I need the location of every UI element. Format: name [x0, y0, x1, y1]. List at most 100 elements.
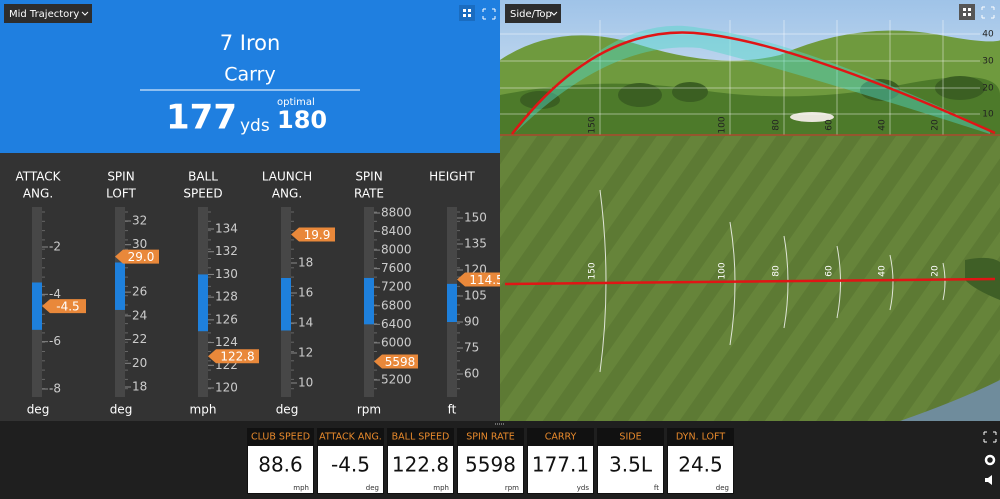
value-label: 29.0	[128, 250, 155, 264]
tick-label: 7600	[381, 261, 412, 275]
carry-value: 177	[166, 98, 237, 138]
stat-label: SPIN RATE	[466, 432, 514, 443]
tick-label: 134	[215, 222, 238, 236]
tick-label: 150	[464, 211, 487, 225]
gauge-label: ANG.	[272, 187, 302, 201]
stat-value: -4.5	[331, 453, 370, 477]
view-dropdown-label: Mid Trajectory	[9, 9, 79, 20]
value-marker	[208, 349, 259, 364]
layout-button[interactable]	[459, 5, 475, 21]
tick-label: 18	[298, 256, 313, 270]
value-label: 5598	[385, 355, 416, 369]
tick-label: -2	[49, 240, 61, 254]
height-tick-label: 30	[982, 57, 994, 67]
gauge-unit: deg	[276, 403, 299, 417]
value-marker	[457, 272, 508, 287]
tick-label: -4	[49, 287, 61, 301]
stat-tile-body	[528, 446, 593, 493]
dispersion-band	[515, 25, 990, 134]
tick-label: 5200	[381, 373, 412, 387]
optimal-range	[198, 274, 208, 332]
gauge-label: HEIGHT	[429, 170, 475, 184]
view-dropdown[interactable]	[4, 4, 92, 23]
tick-label: 12	[298, 346, 313, 360]
stat-label: BALL SPEED	[392, 432, 450, 443]
tick-label: -6	[49, 334, 61, 348]
gauge-label: ANG.	[23, 187, 53, 201]
sound-button[interactable]	[985, 475, 992, 485]
expand-button[interactable]	[482, 8, 496, 20]
gauge-label: SPEED	[183, 187, 222, 201]
stat-unit: yds	[577, 484, 590, 492]
gauge-label: SPIN	[355, 170, 382, 184]
layout-button[interactable]	[959, 4, 975, 20]
distance-label: 80	[772, 265, 782, 277]
fullscreen-button[interactable]	[983, 431, 997, 443]
gauge-label: LAUNCH	[262, 170, 312, 184]
gauge-unit: mph	[190, 403, 217, 417]
stat-tile-body	[668, 446, 733, 493]
stat-label: CARRY	[545, 432, 577, 443]
distance-label: 40	[878, 265, 888, 277]
stat-tile-body	[458, 446, 523, 493]
tick-label: 8000	[381, 243, 412, 257]
tick-label: 60	[464, 367, 479, 381]
stat-tile-body	[598, 446, 663, 493]
layout-icon	[963, 8, 971, 16]
tick-label: -8	[49, 382, 61, 396]
value-marker	[115, 249, 159, 264]
expand-button[interactable]	[981, 6, 995, 19]
stat-label: DYN. LOFT	[676, 432, 725, 443]
gauge-label: RATE	[354, 187, 384, 201]
optimal-range	[32, 282, 42, 330]
stat-value: 88.6	[258, 453, 303, 477]
value-marker	[42, 299, 86, 314]
distance-label: 80	[772, 119, 782, 131]
tick-label: 132	[215, 244, 238, 258]
distance-label: 100	[718, 116, 728, 133]
tick-label: 6800	[381, 298, 412, 312]
stat-unit: deg	[716, 484, 729, 492]
optimal-range	[115, 262, 125, 310]
gauge-unit: rpm	[357, 403, 381, 417]
dropdown-arrow	[81, 11, 89, 16]
tick-label: 24	[132, 308, 147, 322]
value-marker	[291, 227, 335, 242]
view-dropdown-label: Side/Top	[510, 9, 552, 20]
stat-unit: mph	[293, 484, 309, 492]
value-label: 122.8	[220, 350, 254, 364]
optimal-range	[447, 283, 457, 322]
gauge-unit: deg	[110, 403, 133, 417]
view-dropdown[interactable]	[505, 4, 561, 23]
tick-label: 126	[215, 312, 238, 326]
tick-label: 18	[132, 380, 147, 394]
value-label: -4.5	[56, 300, 79, 314]
tick-label: 128	[215, 290, 238, 304]
stat-tile-body	[318, 446, 383, 493]
gauges: ATTACK ANG. -2 -4 -6 -8 -4.5 deg SPIN LOFT 32 30 26 2…	[15, 170, 508, 417]
stat-unit: mph	[433, 484, 449, 492]
tick-label: 8400	[381, 224, 412, 238]
stat-tiles: CLUB SPEED 88.6 mph ATTACK ANG. -4.5 deg BALL …	[247, 428, 734, 494]
value-label: 19.9	[304, 228, 331, 242]
stat-unit: ft	[654, 484, 659, 492]
tick-label: 8800	[381, 206, 412, 220]
height-tick-label: 20	[982, 84, 994, 94]
distance-label: 150	[588, 116, 598, 133]
carry-unit: yds	[240, 116, 270, 136]
distance-label: 60	[825, 119, 835, 131]
stat-label: CLUB SPEED	[251, 432, 310, 443]
summary-panel	[0, 0, 500, 153]
tick-label: 75	[464, 341, 479, 355]
stat-unit: rpm	[505, 484, 519, 492]
height-tick-label: 40	[982, 30, 994, 40]
value-label: 114.5	[469, 273, 503, 287]
distance-label: 150	[588, 262, 598, 279]
stat-label: ATTACK ANG.	[319, 432, 382, 443]
tick-label: 20	[132, 356, 147, 370]
tick-label: 7200	[381, 280, 412, 294]
settings-button[interactable]	[984, 454, 996, 466]
tick-label: 14	[298, 316, 313, 330]
tick-label: 22	[132, 332, 147, 346]
